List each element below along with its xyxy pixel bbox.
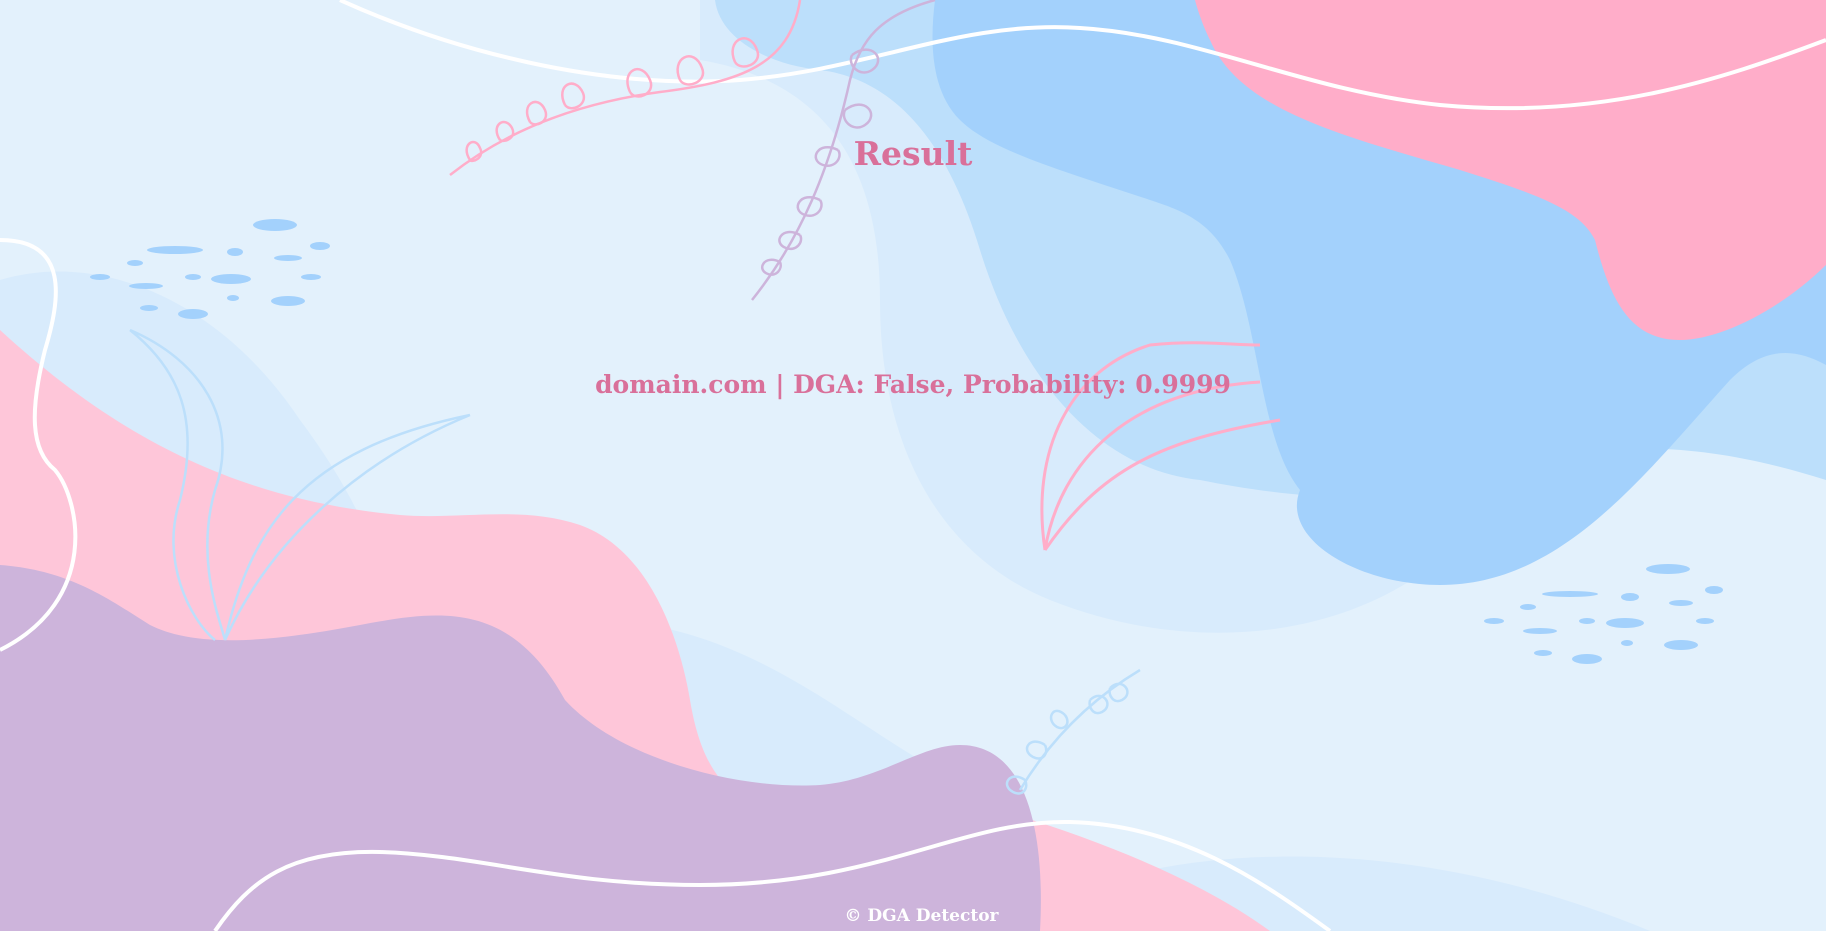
lavender-sprig <box>751 0 936 301</box>
blue-dots-left <box>90 219 330 319</box>
blue-leaf-lines-left <box>129 328 471 641</box>
footer-copyright: © DGA Detector <box>844 906 999 926</box>
result-text: domain.com | DGA: False, Probability: 0.… <box>595 370 1231 399</box>
blue-dots-right <box>1484 564 1723 664</box>
white-curve-left <box>0 238 78 652</box>
pale-blue-blob-bottom-right <box>1150 856 1650 931</box>
pink-blob-top-right <box>1195 0 1826 340</box>
pink-leaf-lines <box>1040 341 1281 551</box>
pink-sprig-top <box>449 0 802 176</box>
white-curve-top <box>339 0 1826 111</box>
white-curve-bottom <box>213 819 1332 931</box>
blue-sprig-bottom <box>1005 668 1141 795</box>
page-title: Result <box>853 134 973 173</box>
lavender-blob-bottom-left <box>0 565 1041 931</box>
